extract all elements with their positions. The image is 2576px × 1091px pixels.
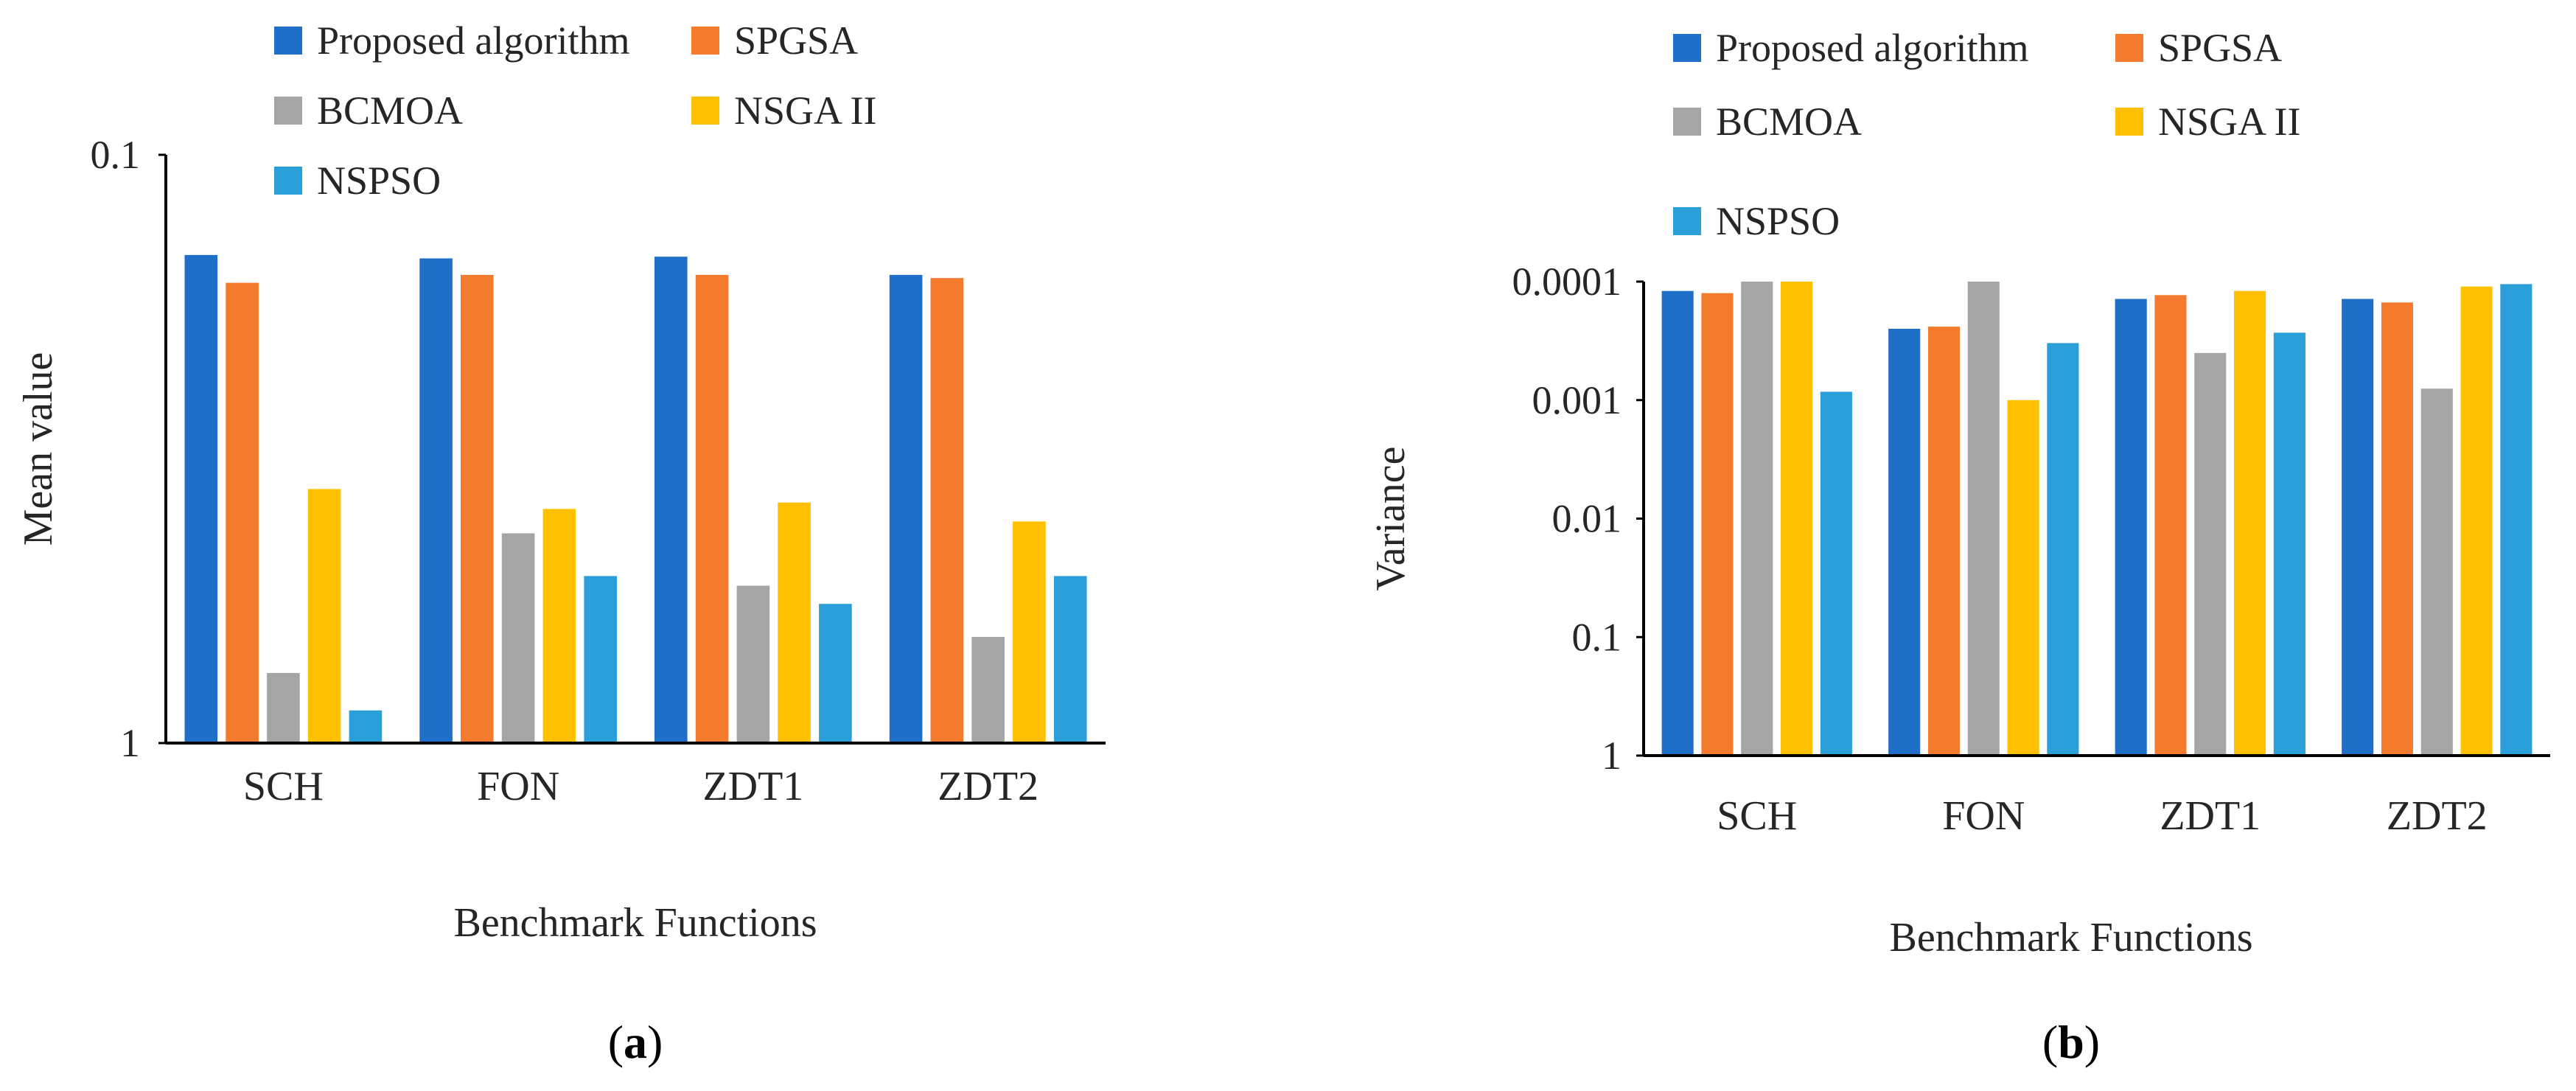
panel-label: (b) [2042, 1016, 2100, 1068]
legend-label-proposed-algorithm: Proposed algorithm [317, 18, 629, 63]
bar-spgsa-fon [461, 274, 494, 743]
legend-label-spgsa: SPGSA [2158, 26, 2282, 70]
bar-nsga-ii-zdt1 [778, 502, 811, 743]
bar-spgsa-sch [226, 282, 259, 744]
legend-label-proposed-algorithm: Proposed algorithm [1716, 26, 2028, 70]
legend-swatch-nspso [274, 167, 302, 195]
bar-nsga-ii-zdt1 [2234, 290, 2266, 756]
bar-nsga-ii-fon [2007, 400, 2039, 756]
legend-label-bcmoa: BCMOA [317, 88, 463, 133]
x-axis-title: Benchmark Functions [453, 900, 817, 946]
bar-bcmoa-fon [501, 533, 535, 743]
x-category-label-sch: SCH [243, 764, 324, 809]
legend-swatch-proposed-algorithm [274, 27, 302, 55]
legend-label-nsga-ii: NSGA II [2158, 100, 2301, 144]
y-tick-label: 0.1 [91, 133, 141, 177]
bar-nspso-sch [349, 710, 383, 743]
bar-bcmoa-zdt1 [736, 585, 770, 743]
legend-label-bcmoa: BCMOA [1716, 100, 1862, 144]
bar-bcmoa-sch [1741, 282, 1773, 756]
bar-proposed-algorithm-fon [419, 258, 453, 743]
bar-nsga-ii-fon [542, 509, 576, 743]
bar-nsga-ii-sch [307, 489, 341, 743]
bar-proposed-algorithm-zdt2 [889, 274, 923, 743]
x-category-label-zdt1: ZDT1 [702, 764, 803, 809]
y-tick-label: 0.1 [1572, 615, 1622, 659]
bar-nsga-ii-zdt2 [2460, 286, 2493, 756]
legend-swatch-spgsa [2115, 34, 2143, 62]
bar-proposed-algorithm-fon [1888, 329, 1921, 756]
bar-nspso-zdt1 [819, 604, 852, 743]
bar-bcmoa-zdt2 [2420, 388, 2453, 756]
bar-spgsa-zdt1 [695, 274, 729, 743]
y-axis-title: Variance [1368, 447, 1414, 591]
legend-swatch-bcmoa [1673, 108, 1701, 136]
bar-proposed-algorithm-zdt1 [655, 257, 688, 743]
chart-panel-b: 0.0001 0.001 0.01 0.1 1 SCH FON ZDT1 ZDT2 Benchma… [1368, 26, 2550, 1068]
bar-nsga-ii-zdt2 [1013, 521, 1046, 743]
y-tick-label: 1 [1602, 733, 1622, 778]
bar-proposed-algorithm-sch [184, 254, 218, 743]
bar-nspso-zdt2 [2500, 284, 2533, 756]
legend: Proposed algorithm SPGSA BCMOA NSGA II NSPSO [1673, 26, 2301, 243]
y-axis-title: Mean value [15, 352, 61, 546]
bar-nspso-zdt1 [2273, 332, 2306, 756]
legend-swatch-spgsa [691, 27, 719, 55]
y-tick-label: 1 [120, 721, 140, 765]
chart-panel-a: 0.1 1 SCH FON ZDT1 ZDT2 Benchmark Functions Mea… [15, 18, 1106, 1068]
legend-label-nspso: NSPSO [1716, 199, 1840, 243]
bar-proposed-algorithm-zdt2 [2342, 299, 2374, 756]
bar-spgsa-zdt2 [2381, 302, 2413, 756]
legend-swatch-bcmoa [274, 97, 302, 125]
bar-proposed-algorithm-zdt1 [2115, 299, 2147, 756]
y-tick-label: 0.0001 [1512, 259, 1622, 304]
bar-nspso-zdt2 [1053, 576, 1087, 743]
y-tick-label: 0.01 [1552, 497, 1622, 541]
bar-spgsa-fon [1927, 327, 1960, 756]
bar-bcmoa-zdt1 [2194, 352, 2227, 756]
legend-swatch-proposed-algorithm [1673, 34, 1701, 62]
y-tick-label: 0.001 [1532, 378, 1622, 422]
legend-swatch-nsga-ii [2115, 108, 2143, 136]
legend-label-nspso: NSPSO [317, 158, 441, 203]
legend-label-nsga-ii: NSGA II [734, 88, 877, 133]
bar-nsga-ii-sch [1781, 282, 1813, 756]
bar-bcmoa-zdt2 [971, 637, 1005, 743]
bar-nspso-sch [1820, 391, 1852, 756]
bar-proposed-algorithm-sch [1661, 290, 1694, 756]
bar-spgsa-sch [1701, 293, 1734, 756]
legend-swatch-nspso [1673, 207, 1701, 235]
x-category-label-sch: SCH [1717, 793, 1797, 839]
x-category-label-fon: FON [1942, 793, 2025, 839]
bar-bcmoa-sch [267, 672, 300, 743]
panel-label: (a) [608, 1016, 663, 1068]
bar-bcmoa-fon [1967, 282, 2000, 756]
bar-spgsa-zdt2 [930, 278, 964, 743]
legend-label-spgsa: SPGSA [734, 18, 858, 63]
x-category-label-zdt2: ZDT2 [938, 764, 1039, 809]
x-category-label-zdt1: ZDT1 [2160, 793, 2261, 839]
bar-nspso-fon [584, 576, 617, 743]
legend: Proposed algorithm SPGSA BCMOA NSGA II NSPSO [274, 18, 877, 203]
bar-nspso-fon [2047, 343, 2079, 756]
legend-swatch-nsga-ii [691, 97, 719, 125]
x-category-label-zdt2: ZDT2 [2387, 793, 2488, 839]
bar-spgsa-zdt1 [2154, 295, 2187, 756]
x-category-label-fon: FON [477, 764, 559, 809]
x-axis-title: Benchmark Functions [1889, 915, 2252, 961]
